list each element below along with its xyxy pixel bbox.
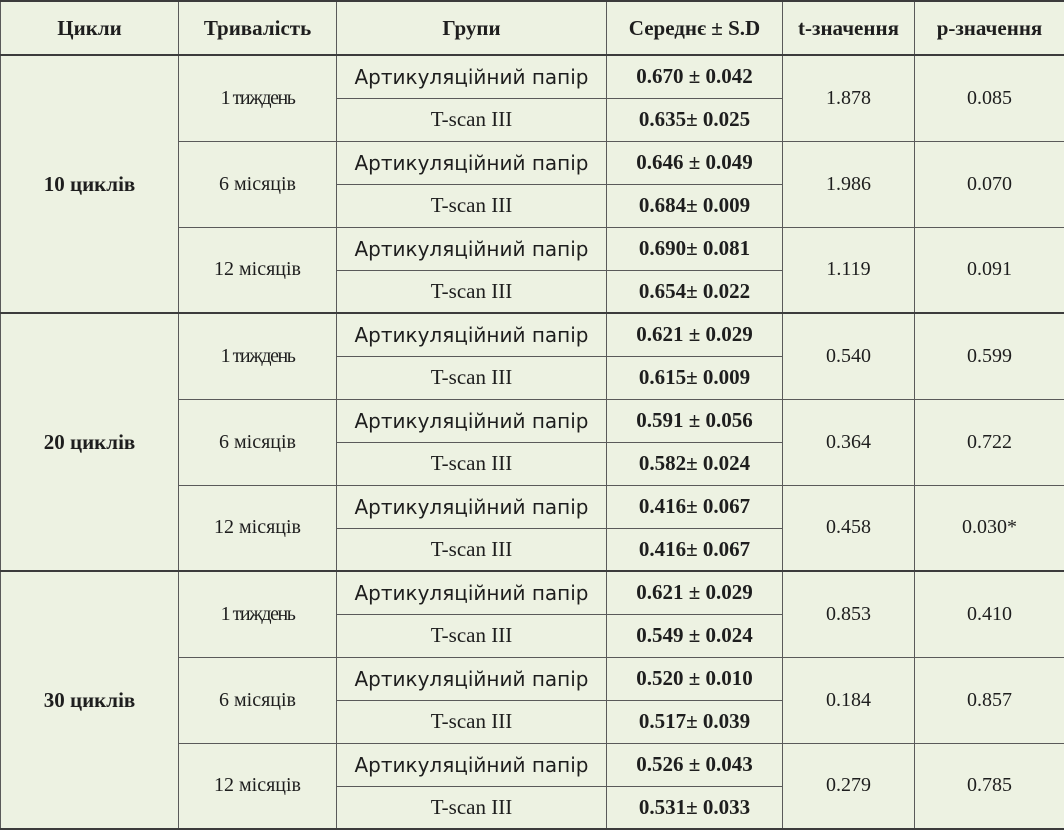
cycle-label: 30 циклів — [0, 570, 179, 830]
mean-value: 0.416± 0.067 — [606, 527, 783, 572]
duration-label: 6 місяців — [178, 398, 337, 486]
group-label: Артикуляційний папір — [336, 54, 607, 99]
group-label: Артикуляційний папір — [336, 570, 607, 615]
p-value: 0.599 — [914, 312, 1064, 400]
p-value: 0.410 — [914, 570, 1064, 658]
group-label: T-scan III — [336, 183, 607, 228]
mean-value: 0.670 ± 0.042 — [606, 54, 783, 99]
table-row: 12 місяців Артикуляційний папір 0.416± 0… — [1, 484, 1064, 572]
group-label: T-scan III — [336, 785, 607, 830]
mean-value: 0.635± 0.025 — [606, 97, 783, 142]
header-groups: Групи — [336, 0, 607, 56]
mean-value: 0.621 ± 0.029 — [606, 312, 783, 357]
table-row: T-scan III 0.635± 0.025 — [1, 97, 1064, 142]
p-value: 0.091 — [914, 226, 1064, 314]
mean-value: 0.654± 0.022 — [606, 269, 783, 314]
duration-label: 6 місяців — [178, 656, 337, 744]
p-value: 0.857 — [914, 656, 1064, 744]
group-label: Артикуляційний папір — [336, 656, 607, 701]
t-value: 0.458 — [782, 484, 915, 572]
header-cycles: Цикли — [0, 0, 179, 56]
duration-label: 12 місяців — [178, 484, 337, 572]
group-label: Артикуляційний папір — [336, 140, 607, 185]
group-label: T-scan III — [336, 613, 607, 658]
group-label: Артикуляційний папір — [336, 398, 607, 443]
mean-value: 0.526 ± 0.043 — [606, 742, 783, 787]
table-row: T-scan III 0.582± 0.024 — [1, 441, 1064, 486]
duration-label: 1 тиждень — [178, 312, 337, 400]
header-t-value: t-значення — [782, 0, 915, 56]
duration-label: 12 місяців — [178, 226, 337, 314]
group-label: T-scan III — [336, 97, 607, 142]
table-row: T-scan III 0.615± 0.009 — [1, 355, 1064, 400]
mean-value: 0.684± 0.009 — [606, 183, 783, 228]
t-value: 1.119 — [782, 226, 915, 314]
group-label: T-scan III — [336, 441, 607, 486]
table-row: 6 місяців Артикуляційний папір 0.520 ± 0… — [1, 656, 1064, 744]
mean-value: 0.517± 0.039 — [606, 699, 783, 744]
mean-value: 0.615± 0.009 — [606, 355, 783, 400]
table-row: 12 місяців Артикуляційний папір 0.526 ± … — [1, 742, 1064, 830]
mean-value: 0.416± 0.067 — [606, 484, 783, 529]
table-row: T-scan III 0.517± 0.039 — [1, 699, 1064, 744]
table-row: T-scan III 0.531± 0.033 — [1, 785, 1064, 830]
table-row: T-scan III 0.654± 0.022 — [1, 269, 1064, 314]
group-label: Артикуляційний папір — [336, 226, 607, 271]
t-value: 0.364 — [782, 398, 915, 486]
mean-value: 0.520 ± 0.010 — [606, 656, 783, 701]
group-label: T-scan III — [336, 269, 607, 314]
table-row: 6 місяців Артикуляційний папір 0.646 ± 0… — [1, 140, 1064, 228]
group-label: Артикуляційний папір — [336, 312, 607, 357]
mean-value: 0.621 ± 0.029 — [606, 570, 783, 615]
t-value: 0.853 — [782, 570, 915, 658]
table-row: T-scan III 0.684± 0.009 — [1, 183, 1064, 228]
cycle-label: 10 циклів — [0, 54, 179, 314]
t-value: 0.184 — [782, 656, 915, 744]
duration-label: 1 тиждень — [178, 54, 337, 142]
p-value: 0.070 — [914, 140, 1064, 228]
table-row: 20 циклів 1 тиждень Артикуляційний папір… — [0, 312, 1064, 572]
mean-value: 0.646 ± 0.049 — [606, 140, 783, 185]
header-duration: Тривалість — [178, 0, 337, 56]
header-row: Цикли Тривалість Групи Середнє ± S.D t-з… — [0, 0, 1064, 56]
group-label: Артикуляційний папір — [336, 484, 607, 529]
table-row: T-scan III 0.416± 0.067 — [1, 527, 1064, 572]
table-row: 10 циклів 1 тиждень Артикуляційний папір… — [0, 54, 1064, 314]
mean-value: 0.591 ± 0.056 — [606, 398, 783, 443]
table-row: 12 місяців Артикуляційний папір 0.690± 0… — [1, 226, 1064, 314]
group-label: Артикуляційний папір — [336, 742, 607, 787]
table-row: 6 місяців Артикуляційний папір 0.591 ± 0… — [1, 398, 1064, 486]
mean-value: 0.690± 0.081 — [606, 226, 783, 271]
duration-label: 6 місяців — [178, 140, 337, 228]
t-value: 1.878 — [782, 54, 915, 142]
duration-label: 12 місяців — [178, 742, 337, 830]
mean-value: 0.582± 0.024 — [606, 441, 783, 486]
mean-value: 0.549 ± 0.024 — [606, 613, 783, 658]
t-value: 0.540 — [782, 312, 915, 400]
header-mean: Середнє ± S.D — [606, 0, 783, 56]
header-p-value: p-значення — [914, 0, 1064, 56]
group-label: T-scan III — [336, 699, 607, 744]
table-row: T-scan III 0.549 ± 0.024 — [1, 613, 1064, 658]
duration-label: 1 тиждень — [178, 570, 337, 658]
t-value: 1.986 — [782, 140, 915, 228]
t-value: 0.279 — [782, 742, 915, 830]
p-value: 0.085 — [914, 54, 1064, 142]
group-label: T-scan III — [336, 355, 607, 400]
p-value: 0.030* — [914, 484, 1064, 572]
group-label: T-scan III — [336, 527, 607, 572]
p-value: 0.722 — [914, 398, 1064, 486]
mean-value: 0.531± 0.033 — [606, 785, 783, 830]
cycle-label: 20 циклів — [0, 312, 179, 572]
p-value: 0.785 — [914, 742, 1064, 830]
table-row: 30 циклів 1 тиждень Артикуляційний папір… — [0, 570, 1064, 830]
